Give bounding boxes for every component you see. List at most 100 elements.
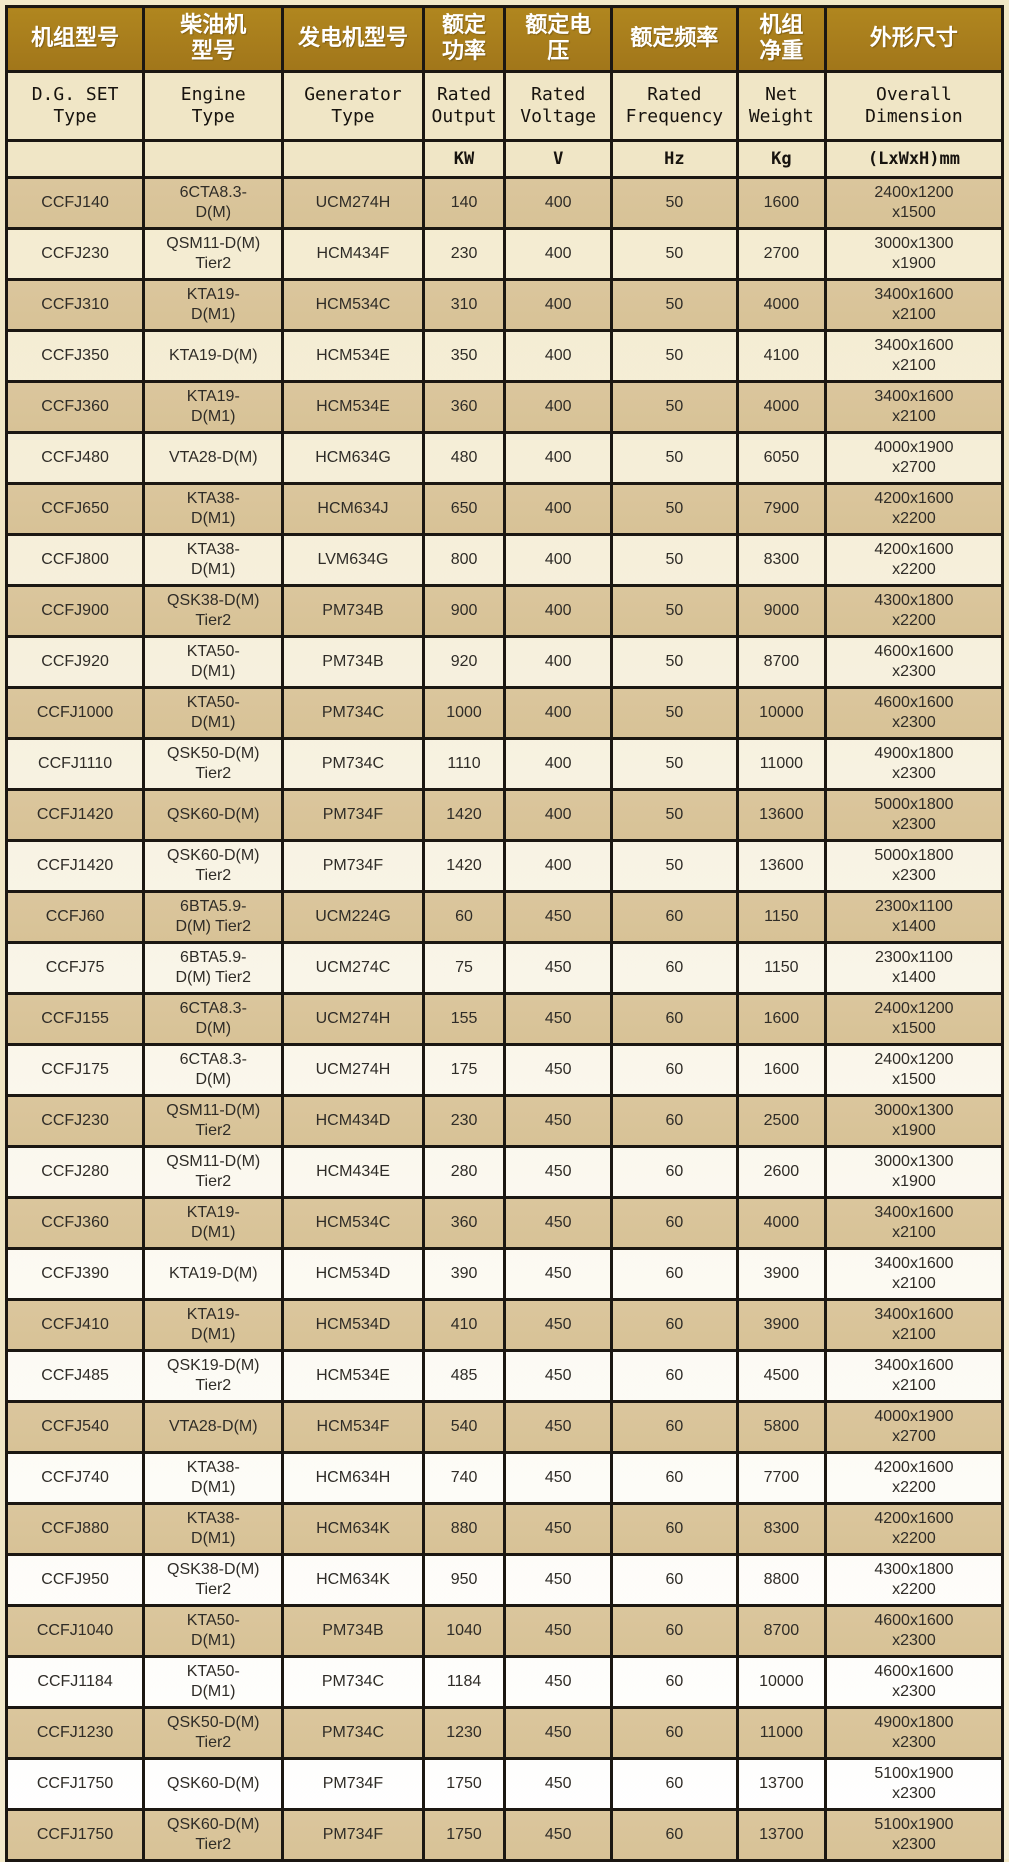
column-header-unit — [142, 139, 285, 179]
table-cell: KTA38- D(M1) — [142, 482, 285, 536]
table-cell: 360 — [421, 1196, 507, 1250]
table-cell: KTA38- D(M1) — [142, 1451, 285, 1505]
table-cell: CCFJ950 — [4, 1553, 146, 1607]
table-cell: 140 — [421, 176, 507, 230]
table-cell: 50 — [609, 431, 739, 485]
table-cell: 450 — [503, 1094, 613, 1148]
table-cell: 450 — [503, 1400, 613, 1454]
table-cell: 6CTA8.3- D(M) — [142, 176, 285, 230]
table-cell: 400 — [503, 788, 613, 842]
table-cell: 450 — [503, 1043, 613, 1097]
table-cell: PM734B — [281, 635, 425, 689]
column-header-unit: V — [503, 139, 613, 179]
table-row: CCFJ360 KTA19- D(M1) HCM534C 360 450 60 4000 34… — [4, 1196, 1005, 1250]
table-cell: 3400x1600 x2100 — [823, 329, 1005, 383]
column-header-en: D.G. SET Type — [4, 70, 146, 142]
table-cell: 485 — [421, 1349, 507, 1403]
column-header-zh: 柴油机 型号 — [142, 5, 285, 73]
table-cell: CCFJ280 — [4, 1145, 146, 1199]
table-cell: 4000 — [735, 380, 827, 434]
column-header-zh: 机组 净重 — [735, 5, 827, 73]
table-cell: CCFJ390 — [4, 1247, 146, 1301]
table-row: CCFJ1750 QSK60-D(M) Tier2 PM734F 1750 450 60 1… — [4, 1808, 1005, 1862]
table-cell: 2500 — [735, 1094, 827, 1148]
table-cell: 450 — [503, 992, 613, 1046]
table-cell: 450 — [503, 1757, 613, 1811]
table-cell: QSK19-D(M) Tier2 — [142, 1349, 285, 1403]
column-header-en: Engine Type — [142, 70, 285, 142]
table-cell: 50 — [609, 686, 739, 740]
table-cell: 4000x1900 x2700 — [823, 431, 1005, 485]
table-cell: PM734F — [281, 788, 425, 842]
table-row: CCFJ175 6CTA8.3- D(M) UCM274H 175 450 60 1600 2… — [4, 1043, 1005, 1097]
table-cell: KTA50- D(M1) — [142, 1655, 285, 1709]
table-cell: 60 — [609, 890, 739, 944]
table-cell: HCM534D — [281, 1298, 425, 1352]
table-cell: CCFJ1750 — [4, 1757, 146, 1811]
table-row: CCFJ1000 KTA50- D(M1) PM734C 1000 400 50 10000… — [4, 686, 1005, 740]
column-header-en: Rated Voltage — [503, 70, 613, 142]
table-cell: 8300 — [735, 1502, 827, 1556]
table-cell: 450 — [503, 1349, 613, 1403]
table-cell: 450 — [503, 1655, 613, 1709]
table-cell: 10000 — [735, 686, 827, 740]
table-cell: QSK50-D(M) Tier2 — [142, 737, 285, 791]
table-cell: 450 — [503, 890, 613, 944]
table-row: CCFJ230 QSM11-D(M) Tier2 HCM434F 230 400 50 27… — [4, 227, 1005, 281]
table-cell: 60 — [609, 992, 739, 1046]
table-cell: CCFJ1040 — [4, 1604, 146, 1658]
table-cell: KTA19-D(M) — [142, 329, 285, 383]
table-cell: 3400x1600 x2100 — [823, 1298, 1005, 1352]
table-cell: PM734F — [281, 1808, 425, 1862]
table-cell: 3400x1600 x2100 — [823, 1247, 1005, 1301]
table-cell: KTA19- D(M1) — [142, 1298, 285, 1352]
table-cell: 75 — [421, 941, 507, 995]
table-cell: 8700 — [735, 1604, 827, 1658]
table-row: CCFJ390 KTA19-D(M) HCM534D 390 450 60 3900 3400… — [4, 1247, 1005, 1301]
table-cell: 4000x1900 x2700 — [823, 1400, 1005, 1454]
table-cell: HCM534F — [281, 1400, 425, 1454]
table-cell: 1150 — [735, 941, 827, 995]
table-cell: PM734C — [281, 1655, 425, 1709]
column-header-zh: 外形尺寸 — [823, 5, 1005, 73]
table-row: CCFJ1230 QSK50-D(M) Tier2 PM734C 1230 450 60 1… — [4, 1706, 1005, 1760]
table-cell: 1600 — [735, 1043, 827, 1097]
table-row: CCFJ1420 QSK60-D(M) Tier2 PM734F 1420 400 50 1… — [4, 839, 1005, 893]
table-row: CCFJ950 QSK38-D(M) Tier2 HCM634K 950 450 60 88… — [4, 1553, 1005, 1607]
table-cell: 5000x1800 x2300 — [823, 788, 1005, 842]
column-header-zh: 发电机型号 — [281, 5, 425, 73]
table-row: CCFJ800 KTA38- D(M1) LVM634G 800 400 50 8300 42… — [4, 533, 1005, 587]
table-cell: PM734F — [281, 839, 425, 893]
table-cell: 360 — [421, 380, 507, 434]
table-cell: 450 — [503, 941, 613, 995]
table-cell: 2700 — [735, 227, 827, 281]
table-cell: 540 — [421, 1400, 507, 1454]
table-cell: 4100 — [735, 329, 827, 383]
table-cell: CCFJ920 — [4, 635, 146, 689]
table-cell: 1000 — [421, 686, 507, 740]
table-cell: 6BTA5.9- D(M) Tier2 — [142, 941, 285, 995]
table-cell: CCFJ60 — [4, 890, 146, 944]
table-cell: HCM634H — [281, 1451, 425, 1505]
table-cell: 450 — [503, 1298, 613, 1352]
table-cell: KTA50- D(M1) — [142, 635, 285, 689]
table-cell: CCFJ410 — [4, 1298, 146, 1352]
table-cell: CCFJ1420 — [4, 839, 146, 893]
table-cell: CCFJ175 — [4, 1043, 146, 1097]
table-cell: CCFJ480 — [4, 431, 146, 485]
table-cell: 280 — [421, 1145, 507, 1199]
table-cell: QSK60-D(M) — [142, 1757, 285, 1811]
table-cell: LVM634G — [281, 533, 425, 587]
table-cell: 230 — [421, 1094, 507, 1148]
table-cell: PM734C — [281, 686, 425, 740]
table-row: CCFJ410 KTA19- D(M1) HCM534D 410 450 60 3900 34… — [4, 1298, 1005, 1352]
table-cell: QSM11-D(M) Tier2 — [142, 1094, 285, 1148]
table-cell: CCFJ650 — [4, 482, 146, 536]
table-cell: 7900 — [735, 482, 827, 536]
table-cell: 450 — [503, 1451, 613, 1505]
table-cell: 4200x1600 x2200 — [823, 482, 1005, 536]
table-cell: PM734B — [281, 584, 425, 638]
column-header-en: Overall Dimension — [823, 70, 1005, 142]
table-cell: 60 — [609, 1247, 739, 1301]
table-cell: KTA19- D(M1) — [142, 1196, 285, 1250]
